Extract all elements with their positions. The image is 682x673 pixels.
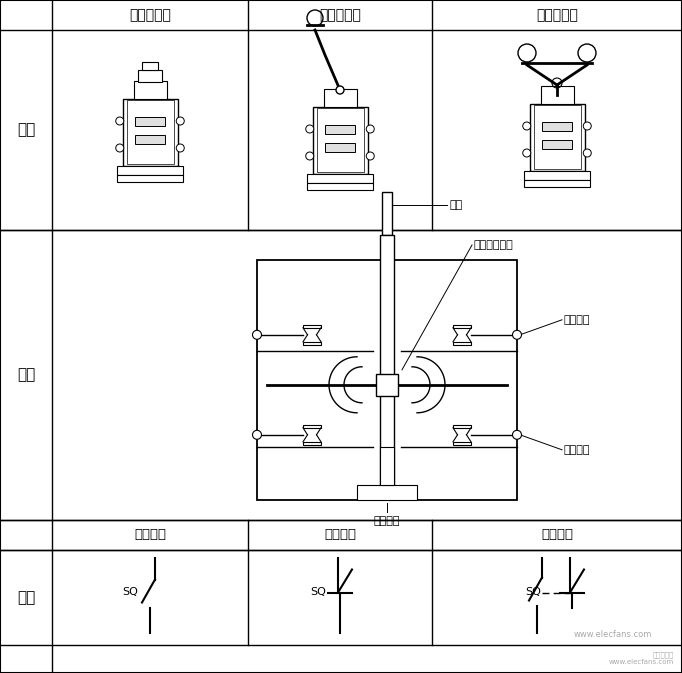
Text: www.elecfans.com: www.elecfans.com	[574, 630, 652, 639]
Text: SQ: SQ	[310, 588, 326, 598]
Text: SQ: SQ	[122, 588, 138, 598]
Polygon shape	[117, 175, 183, 182]
Circle shape	[176, 117, 184, 125]
Polygon shape	[303, 441, 321, 445]
Polygon shape	[135, 135, 165, 143]
Circle shape	[252, 430, 261, 439]
Text: 推杆: 推杆	[449, 200, 462, 210]
Polygon shape	[380, 235, 394, 495]
Text: 恢复弹簧: 恢复弹簧	[374, 516, 400, 526]
Polygon shape	[453, 441, 471, 445]
Circle shape	[252, 330, 261, 339]
Polygon shape	[142, 62, 158, 70]
Text: 常闭触点: 常闭触点	[324, 528, 356, 542]
Polygon shape	[524, 180, 590, 187]
Polygon shape	[303, 425, 321, 428]
Circle shape	[336, 86, 344, 94]
Text: 弯形片状弹簧: 弯形片状弹簧	[474, 240, 514, 250]
Circle shape	[116, 144, 123, 152]
Text: 符号: 符号	[17, 590, 35, 605]
Polygon shape	[541, 85, 574, 104]
Polygon shape	[453, 325, 471, 328]
Text: 双轮旋转式: 双轮旋转式	[536, 8, 578, 22]
Circle shape	[522, 149, 531, 157]
Polygon shape	[134, 81, 166, 98]
Polygon shape	[542, 139, 572, 149]
Polygon shape	[307, 183, 373, 190]
Circle shape	[512, 430, 522, 439]
Polygon shape	[380, 447, 394, 485]
Polygon shape	[307, 174, 373, 183]
Polygon shape	[325, 143, 355, 151]
Text: 常开触点: 常开触点	[564, 315, 591, 325]
Circle shape	[306, 152, 314, 160]
Polygon shape	[303, 342, 321, 345]
Circle shape	[512, 330, 522, 339]
Circle shape	[366, 152, 374, 160]
Polygon shape	[303, 325, 321, 328]
Polygon shape	[135, 116, 165, 125]
Polygon shape	[382, 192, 392, 235]
Text: 常闭触点: 常闭触点	[564, 445, 591, 455]
Polygon shape	[123, 98, 177, 166]
Polygon shape	[325, 125, 355, 133]
Polygon shape	[357, 485, 417, 500]
Polygon shape	[117, 166, 183, 175]
Text: 直　动　式: 直 动 式	[129, 8, 171, 22]
Text: 结构: 结构	[17, 367, 35, 382]
Polygon shape	[529, 104, 584, 171]
Text: 常开触点: 常开触点	[134, 528, 166, 542]
Circle shape	[522, 122, 531, 130]
Circle shape	[306, 125, 314, 133]
Polygon shape	[453, 342, 471, 345]
Circle shape	[116, 117, 123, 125]
Circle shape	[583, 149, 591, 157]
Polygon shape	[376, 374, 398, 396]
Text: SQ: SQ	[525, 588, 541, 598]
Polygon shape	[542, 122, 572, 131]
Polygon shape	[524, 171, 590, 180]
Text: 复合触点: 复合触点	[541, 528, 573, 542]
Text: 单轮旋转式: 单轮旋转式	[319, 8, 361, 22]
Polygon shape	[453, 425, 471, 428]
Polygon shape	[312, 106, 368, 174]
Circle shape	[176, 144, 184, 152]
Text: 外形: 外形	[17, 122, 35, 137]
Circle shape	[366, 125, 374, 133]
Polygon shape	[138, 70, 162, 82]
Circle shape	[583, 122, 591, 130]
Polygon shape	[323, 89, 357, 106]
Polygon shape	[257, 260, 517, 500]
Text: 电子发烧友
www.elecfans.com: 电子发烧友 www.elecfans.com	[609, 651, 674, 665]
